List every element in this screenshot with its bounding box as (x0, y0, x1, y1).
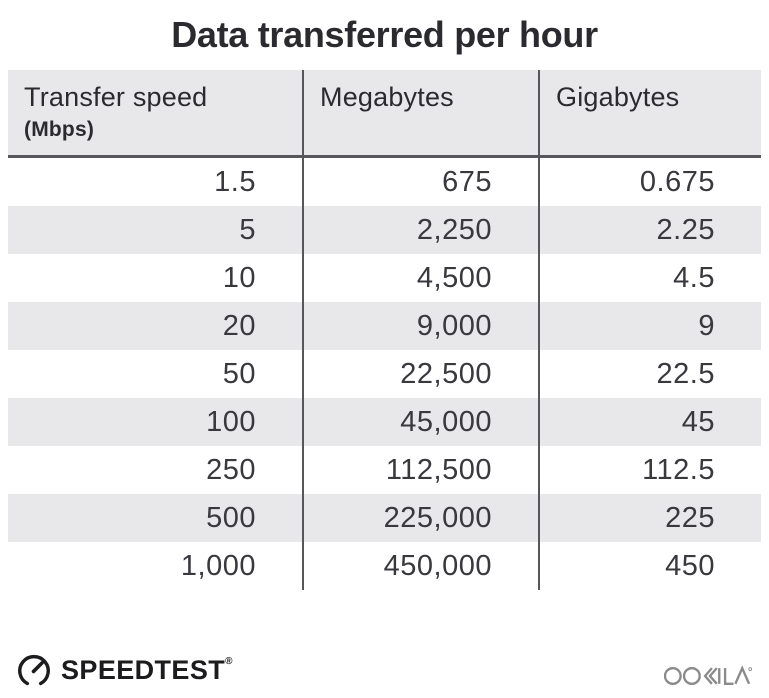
column-header-label: Transfer speed (24, 82, 208, 112)
table-cell: 45 (538, 398, 761, 446)
table-cell: 100 (206, 405, 256, 438)
table-cell: 22.5 (538, 350, 761, 398)
table-row: 500 225,000 225 (8, 494, 761, 542)
table-cell: 112.5 (538, 446, 761, 494)
table-cell: 10 (222, 261, 256, 294)
speedtest-wordmark: SPEEDTEST® (61, 655, 233, 686)
table-row: 5 2,250 2.25 (8, 206, 761, 254)
table-cell: 2.25 (538, 206, 761, 254)
table-row: 1.5 675 0.675 (8, 158, 761, 206)
column-header-megabytes: Megabytes (302, 70, 538, 155)
table-cell: 1,000 (180, 549, 256, 582)
table-cell: 9,000 (302, 302, 538, 350)
table-cell: 250 (206, 453, 256, 486)
page-title: Data transferred per hour (171, 14, 598, 55)
table-cell: 5 (239, 213, 256, 246)
table-cell: 0.675 (538, 158, 761, 206)
column-header-label: Gigabytes (556, 82, 680, 112)
table-cell: 1.5 (214, 165, 256, 198)
table-cell: 225,000 (302, 494, 538, 542)
table-row: 250 112,500 112.5 (8, 446, 761, 494)
speedtest-logo: SPEEDTEST® (15, 651, 233, 689)
table-cell: 9 (538, 302, 761, 350)
table-body: 1.5 675 0.675 5 2,250 2.25 10 4,500 4.5 20 9,000 9 5… (8, 158, 761, 590)
table-cell: 675 (302, 158, 538, 206)
table-header-row: Transfer speed (Mbps) Megabytes Gigabyte… (8, 70, 761, 158)
table-row: 100 45,000 45 (8, 398, 761, 446)
speedtest-label: SPEEDTEST (61, 654, 226, 685)
column-header-gigabytes: Gigabytes (538, 70, 761, 155)
table-cell: 22,500 (302, 350, 538, 398)
speedtest-gauge-icon (18, 655, 50, 686)
column-header-label: Megabytes (320, 82, 454, 112)
table-row: 1,000 450,000 450 (8, 542, 761, 590)
column-header-unit: (Mbps) (24, 118, 95, 141)
table-cell: 225 (538, 494, 761, 542)
table-cell: 50 (222, 357, 256, 390)
data-table: Transfer speed (Mbps) Megabytes Gigabyte… (8, 70, 761, 590)
table-cell: 4,500 (302, 254, 538, 302)
table-cell: 2,250 (302, 206, 538, 254)
registered-mark: ® (225, 655, 233, 667)
table-cell: 45,000 (302, 398, 538, 446)
table-cell: 450 (538, 542, 761, 590)
table-row: 50 22,500 22.5 (8, 350, 761, 398)
table-cell: 500 (206, 501, 256, 534)
column-header-transfer-speed: Transfer speed (Mbps) (8, 70, 302, 155)
table-cell: 20 (222, 309, 256, 342)
table-row: 20 9,000 9 (8, 302, 761, 350)
table-cell: 450,000 (302, 542, 538, 590)
table-cell: 112,500 (302, 446, 538, 494)
table-cell: 4.5 (538, 254, 761, 302)
table-row: 10 4,500 4.5 (8, 254, 761, 302)
ookla-wordmark-icon (663, 665, 753, 685)
ookla-logo (663, 662, 753, 693)
